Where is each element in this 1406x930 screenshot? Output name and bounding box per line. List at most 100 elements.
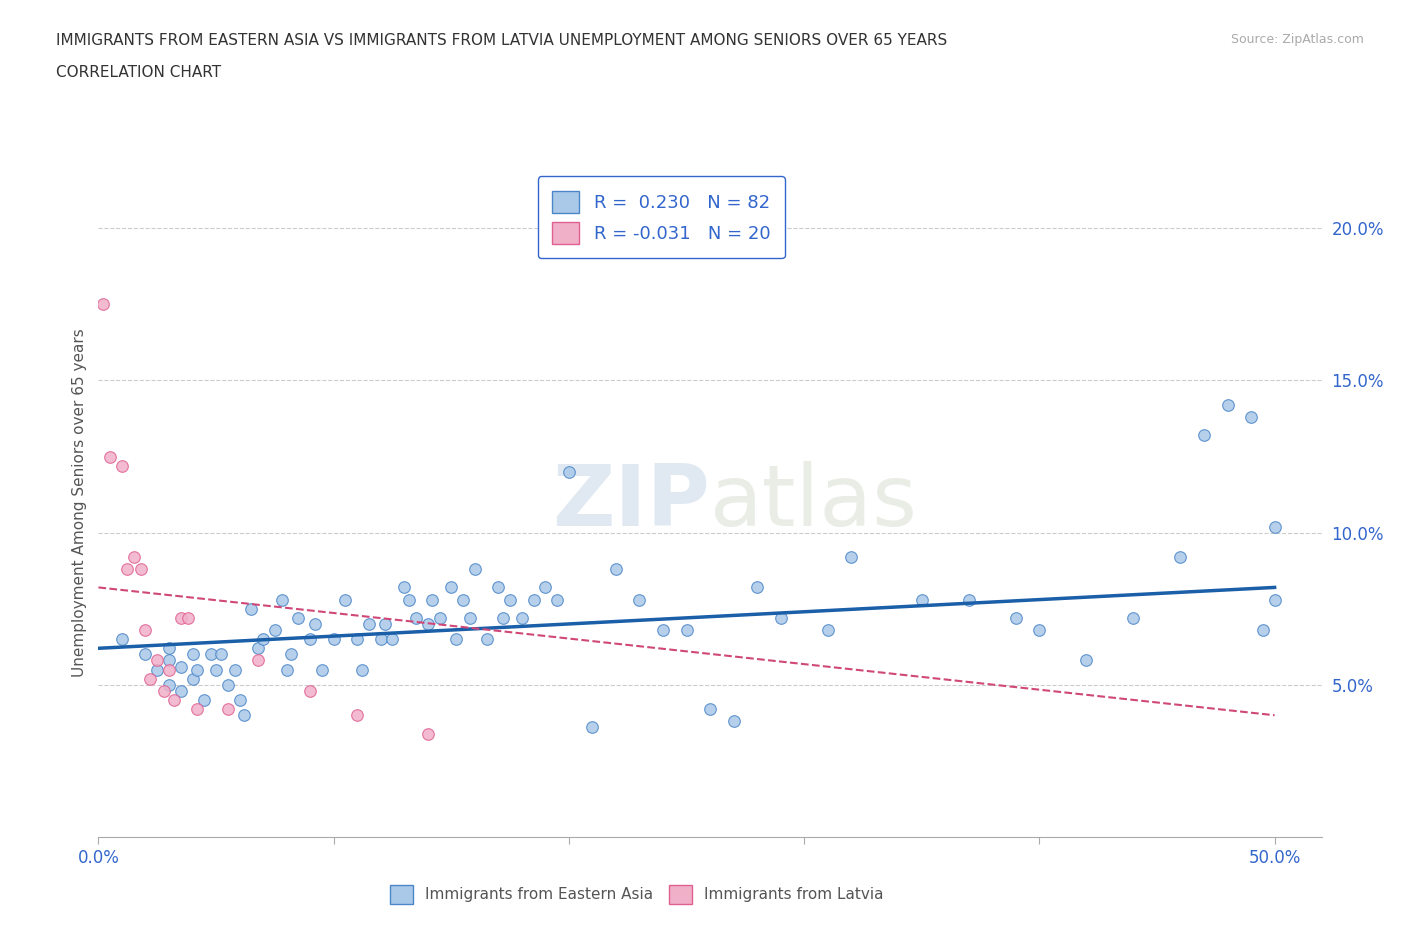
Point xyxy=(1251,622,1274,637)
Point xyxy=(146,662,169,677)
Point xyxy=(546,592,568,607)
Point xyxy=(247,653,270,668)
Point xyxy=(458,610,481,625)
Point xyxy=(157,653,180,668)
Point xyxy=(217,702,239,717)
Point xyxy=(205,662,228,677)
Point xyxy=(129,562,152,577)
Point xyxy=(153,684,176,698)
Point xyxy=(451,592,474,607)
Text: ZIP: ZIP xyxy=(553,460,710,544)
Point xyxy=(247,641,270,656)
Point xyxy=(335,592,357,607)
Point xyxy=(322,631,344,646)
Point xyxy=(134,622,156,637)
Text: atlas: atlas xyxy=(710,460,918,544)
Point xyxy=(769,610,792,625)
Point xyxy=(217,677,239,692)
Point xyxy=(381,631,404,646)
Text: Source: ZipAtlas.com: Source: ZipAtlas.com xyxy=(1230,33,1364,46)
Point xyxy=(263,622,285,637)
Point xyxy=(170,610,193,625)
Text: IMMIGRANTS FROM EASTERN ASIA VS IMMIGRANTS FROM LATVIA UNEMPLOYMENT AMONG SENIOR: IMMIGRANTS FROM EASTERN ASIA VS IMMIGRAN… xyxy=(56,33,948,47)
Point xyxy=(311,662,333,677)
Point xyxy=(157,677,180,692)
Point xyxy=(1122,610,1144,625)
Point xyxy=(111,458,134,473)
Point xyxy=(1240,409,1263,424)
Point xyxy=(1004,610,1026,625)
Point xyxy=(475,631,498,646)
Point xyxy=(115,562,138,577)
Point xyxy=(1264,592,1286,607)
Point xyxy=(398,592,420,607)
Point xyxy=(605,562,627,577)
Point xyxy=(652,622,675,637)
Point xyxy=(134,647,156,662)
Point xyxy=(492,610,515,625)
Point xyxy=(422,592,444,607)
Point xyxy=(581,720,603,735)
Point xyxy=(186,702,208,717)
Point xyxy=(911,592,934,607)
Point xyxy=(170,659,193,674)
Point xyxy=(157,641,180,656)
Point xyxy=(350,662,373,677)
Point xyxy=(392,580,416,595)
Point xyxy=(299,631,322,646)
Point xyxy=(723,714,745,729)
Point xyxy=(370,631,392,646)
Point xyxy=(193,693,215,708)
Point xyxy=(405,610,427,625)
Point xyxy=(499,592,522,607)
Point xyxy=(304,617,326,631)
Point xyxy=(146,653,169,668)
Point xyxy=(299,684,322,698)
Point xyxy=(510,610,533,625)
Point xyxy=(558,464,581,479)
Point xyxy=(228,693,250,708)
Text: CORRELATION CHART: CORRELATION CHART xyxy=(56,65,221,80)
Point xyxy=(122,550,145,565)
Point xyxy=(699,702,721,717)
Point xyxy=(1192,428,1215,443)
Point xyxy=(280,647,302,662)
Point xyxy=(111,631,134,646)
Point xyxy=(200,647,222,662)
Point xyxy=(486,580,509,595)
Point xyxy=(181,647,204,662)
Point xyxy=(177,610,200,625)
Point xyxy=(209,647,232,662)
Point xyxy=(1076,653,1098,668)
Point xyxy=(346,631,368,646)
Point xyxy=(357,617,380,631)
Point xyxy=(98,449,121,464)
Point xyxy=(163,693,186,708)
Point xyxy=(1216,397,1239,412)
Point xyxy=(628,592,651,607)
Point xyxy=(1170,550,1192,565)
Point xyxy=(817,622,839,637)
Point xyxy=(181,671,204,686)
Point xyxy=(534,580,557,595)
Point xyxy=(186,662,208,677)
Point xyxy=(839,550,862,565)
Point xyxy=(374,617,396,631)
Point xyxy=(91,297,114,312)
Point xyxy=(440,580,463,595)
Point xyxy=(444,631,467,646)
Point xyxy=(745,580,768,595)
Point xyxy=(252,631,274,646)
Y-axis label: Unemployment Among Seniors over 65 years: Unemployment Among Seniors over 65 years xyxy=(72,328,87,677)
Point xyxy=(240,602,263,617)
Point xyxy=(416,726,439,741)
Point xyxy=(1264,519,1286,534)
Point xyxy=(346,708,368,723)
Point xyxy=(957,592,980,607)
Point xyxy=(429,610,451,625)
Point xyxy=(464,562,486,577)
Point xyxy=(276,662,298,677)
Point xyxy=(270,592,294,607)
Point xyxy=(1028,622,1050,637)
Point xyxy=(287,610,309,625)
